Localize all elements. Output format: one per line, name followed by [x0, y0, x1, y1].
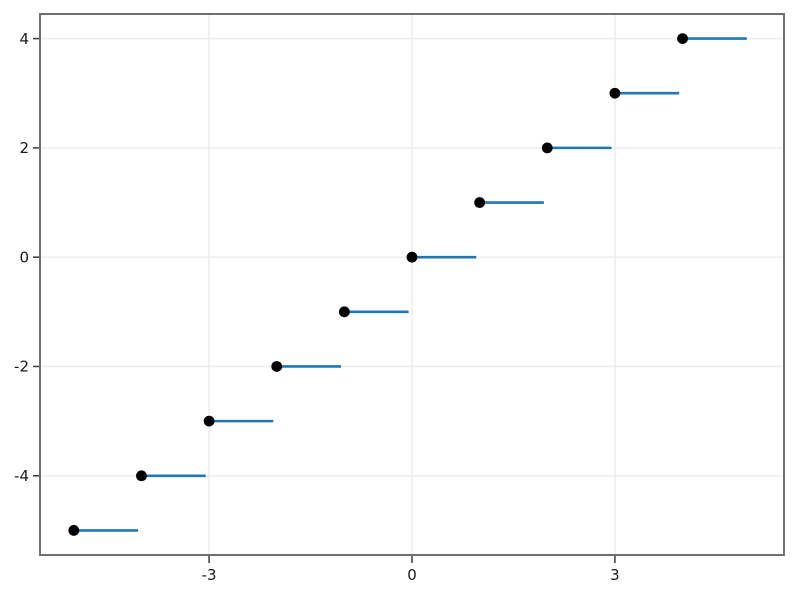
step-dot — [474, 197, 486, 208]
plot-frame — [39, 13, 785, 556]
step-dot — [271, 361, 283, 372]
step-dot — [136, 470, 147, 482]
step-dot — [406, 251, 418, 263]
y-tick-label: 2 — [19, 139, 29, 157]
y-tick-label: 4 — [19, 30, 29, 48]
y-tick-label: -2 — [14, 358, 29, 376]
step-dot — [541, 142, 553, 154]
step-dot — [338, 306, 350, 318]
y-tick-label: 0 — [19, 248, 29, 266]
x-tick-label: -3 — [202, 566, 217, 584]
step-dot — [609, 87, 621, 99]
step-dot — [68, 525, 80, 536]
y-tick-label: -4 — [14, 467, 29, 485]
step-dot — [203, 415, 215, 427]
x-tick-label: 0 — [407, 566, 417, 584]
step-dot — [677, 33, 688, 44]
x-tick-label: 3 — [610, 566, 620, 584]
